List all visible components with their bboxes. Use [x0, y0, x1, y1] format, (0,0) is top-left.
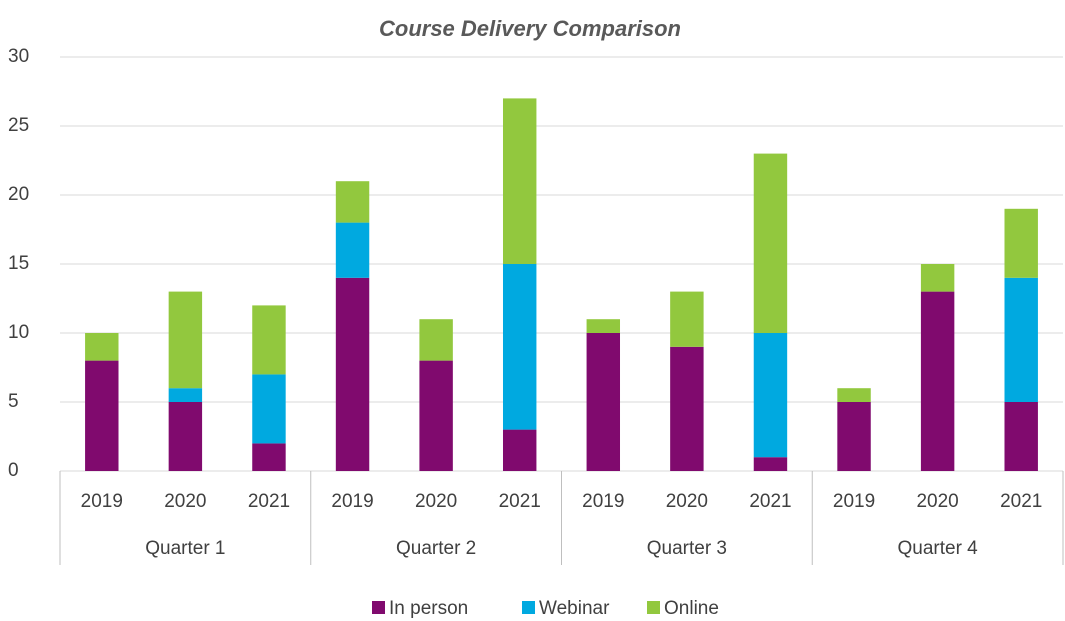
- bar-segment: [335, 181, 370, 223]
- x-tick-label: 2020: [666, 491, 708, 512]
- bar-segment: [502, 98, 537, 265]
- bar-segment: [586, 319, 621, 333]
- bar-segment: [586, 333, 621, 471]
- bar-segment: [168, 402, 203, 471]
- legend-label: In person: [389, 598, 468, 619]
- bar-segment: [753, 153, 788, 333]
- bar-segment: [753, 333, 788, 458]
- chart-title: Course Delivery Comparison: [379, 16, 681, 41]
- bar-segment: [1004, 208, 1038, 278]
- x-tick-label: 2020: [415, 491, 457, 512]
- x-tick-label: 2020: [164, 491, 206, 512]
- y-tick-label: 25: [8, 115, 29, 136]
- bar-segment: [419, 319, 453, 361]
- bar-segment: [1004, 277, 1038, 402]
- group-label: Quarter 1: [145, 538, 225, 559]
- x-tick-label: 2021: [749, 491, 791, 512]
- legend-label: Webinar: [539, 598, 610, 619]
- legend-swatch: [372, 601, 385, 614]
- x-tick-label: 2021: [248, 491, 290, 512]
- legend-swatch: [647, 601, 660, 614]
- bar-segment: [502, 264, 537, 430]
- y-tick-label: 0: [8, 460, 19, 481]
- x-tick-label: 2020: [916, 491, 958, 512]
- bar-segment: [85, 333, 119, 361]
- bar-segment: [837, 402, 871, 471]
- y-tick-label: 5: [8, 391, 19, 412]
- legend-label: Online: [664, 598, 719, 619]
- bar-segment: [335, 277, 370, 471]
- bar-segment: [168, 291, 203, 389]
- bar-segment: [252, 305, 286, 375]
- y-tick-label: 30: [8, 46, 29, 67]
- x-tick-label: 2019: [582, 491, 624, 512]
- group-label: Quarter 4: [897, 538, 978, 559]
- bar-segment: [252, 443, 286, 471]
- bar-segment: [753, 457, 788, 471]
- bar-segment: [419, 360, 453, 471]
- y-tick-label: 15: [8, 253, 29, 274]
- bar-segment: [670, 291, 704, 347]
- bar-segment: [85, 360, 119, 471]
- bar-segment: [670, 346, 704, 471]
- x-tick-label: 2021: [499, 491, 541, 512]
- x-tick-label: 2019: [833, 491, 875, 512]
- legend-swatch: [522, 601, 535, 614]
- bar-segment: [920, 264, 955, 292]
- bar-segment: [168, 388, 203, 402]
- y-tick-label: 20: [8, 184, 29, 205]
- bar-segment: [252, 374, 286, 444]
- group-label: Quarter 2: [396, 538, 476, 559]
- bar-segment: [837, 388, 871, 402]
- bar-segment: [502, 429, 537, 471]
- x-tick-label: 2019: [331, 491, 373, 512]
- bar-segment: [1004, 402, 1038, 471]
- bar-segment: [920, 291, 955, 471]
- group-label: Quarter 3: [647, 538, 727, 559]
- bar-segment: [335, 222, 370, 278]
- x-tick-label: 2019: [81, 491, 123, 512]
- x-tick-label: 2021: [1000, 491, 1042, 512]
- y-tick-label: 10: [8, 322, 29, 343]
